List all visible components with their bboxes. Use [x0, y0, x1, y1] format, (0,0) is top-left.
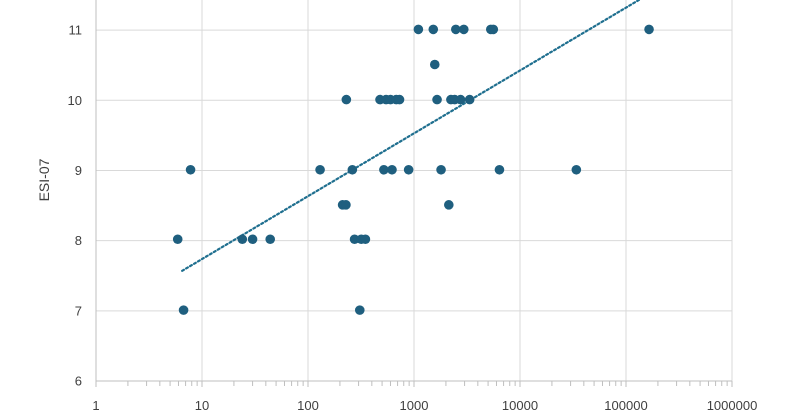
- data-point: [413, 24, 424, 35]
- y-tick-label: 6: [75, 374, 82, 389]
- data-point: [455, 94, 466, 105]
- data-point: [172, 234, 183, 245]
- data-points: [172, 24, 654, 315]
- x-tick-label: 1: [92, 398, 99, 413]
- data-point: [429, 59, 440, 70]
- data-point: [349, 234, 360, 245]
- data-point: [354, 305, 365, 315]
- x-tick-label: 1000000: [707, 398, 758, 413]
- grid-lines: [96, 0, 733, 381]
- x-tick-label: 1000: [400, 398, 429, 413]
- y-tick-label: 11: [69, 23, 83, 38]
- x-tick-label: 100: [297, 398, 319, 413]
- x-tick-label: 10000: [502, 398, 538, 413]
- data-point: [644, 24, 654, 35]
- data-point: [451, 24, 461, 35]
- y-tick-label: 10: [68, 93, 82, 108]
- trendline: [181, 0, 642, 272]
- data-point: [494, 164, 505, 175]
- data-point: [444, 200, 454, 210]
- data-point: [436, 164, 446, 175]
- data-point: [394, 94, 405, 105]
- axes: [95, 0, 733, 387]
- data-point: [265, 234, 276, 245]
- data-point: [341, 200, 351, 210]
- y-tick-label: 7: [75, 303, 82, 318]
- y-axis-title: ESI-07: [36, 158, 52, 201]
- data-point: [403, 164, 414, 175]
- data-point: [315, 164, 325, 175]
- data-point: [347, 164, 358, 175]
- y-tick-label: 8: [75, 233, 82, 248]
- data-point: [341, 94, 352, 105]
- data-point: [247, 234, 258, 245]
- data-point: [379, 164, 389, 175]
- data-point: [464, 94, 475, 105]
- data-point: [360, 234, 371, 245]
- y-tick-label: 9: [75, 163, 82, 178]
- data-point: [178, 305, 189, 315]
- data-point: [459, 24, 469, 35]
- x-tick-label: 10: [195, 398, 209, 413]
- data-point: [432, 94, 442, 105]
- data-point: [428, 24, 439, 35]
- data-point: [387, 164, 397, 175]
- data-point: [488, 24, 499, 35]
- data-point: [185, 164, 196, 175]
- x-tick-label: 100000: [604, 398, 647, 413]
- trendline-group: [181, 0, 642, 272]
- data-point: [571, 164, 582, 175]
- data-point: [237, 234, 248, 245]
